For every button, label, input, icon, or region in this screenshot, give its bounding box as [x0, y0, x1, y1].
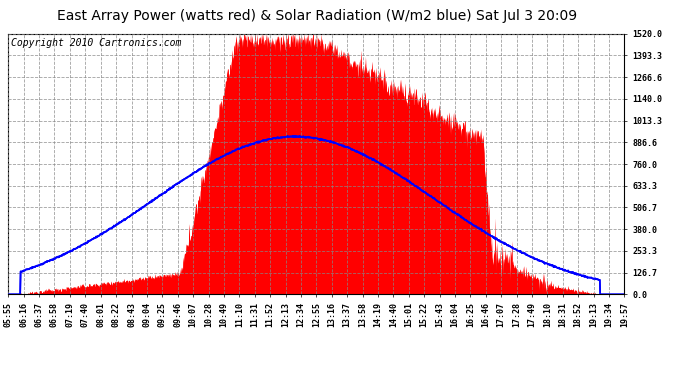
Text: Copyright 2010 Cartronics.com: Copyright 2010 Cartronics.com	[11, 38, 181, 48]
Text: East Array Power (watts red) & Solar Radiation (W/m2 blue) Sat Jul 3 20:09: East Array Power (watts red) & Solar Rad…	[57, 9, 578, 23]
